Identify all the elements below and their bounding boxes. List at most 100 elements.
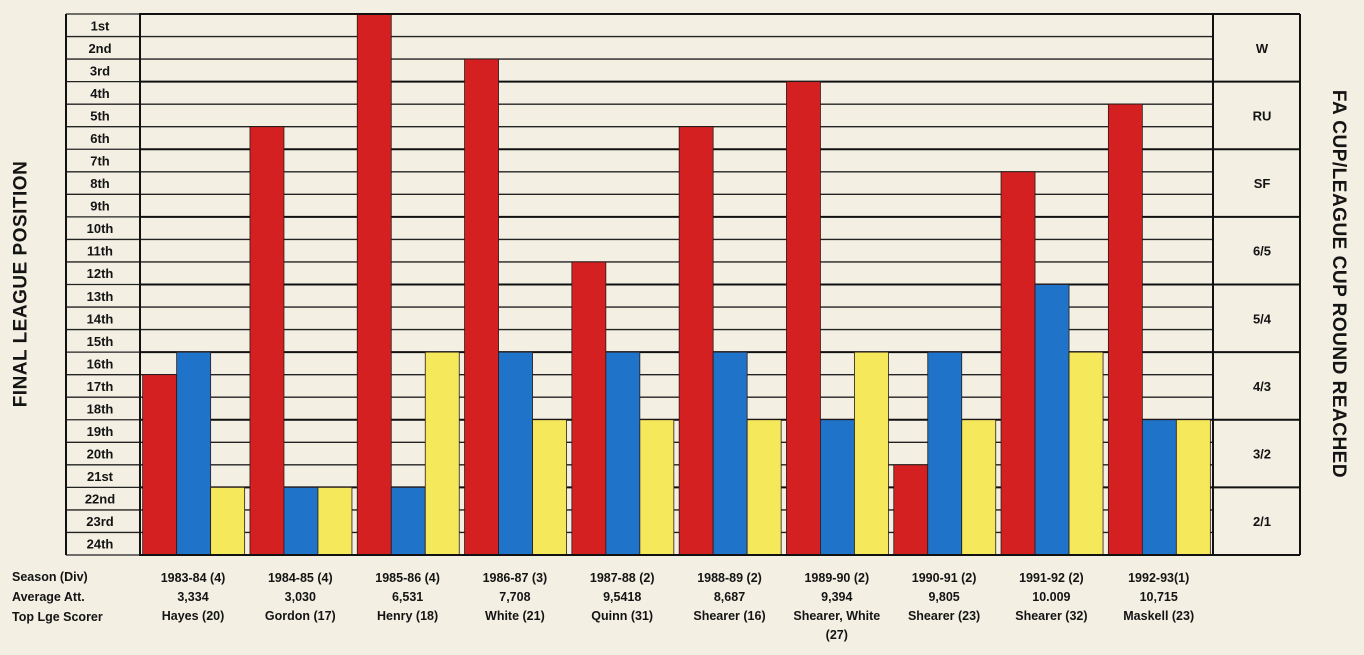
frame [65,13,1301,556]
attendance-value: 3,030 [284,590,316,604]
round-tick: 4/3 [1253,379,1271,394]
top-scorer: Maskell (23) [1123,609,1195,623]
season-column: 1991-92 (2) 10.009 Shearer (32) [998,569,1104,626]
league-position-tick: 7th [90,154,110,169]
round-tick: W [1256,41,1269,56]
attendance-value: 9,805 [928,590,960,604]
league-bar [464,58,499,556]
league-position-tick: 11th [87,244,113,259]
league-position-tick: 12th [87,266,114,281]
league-bar [1000,171,1036,556]
league_cup-bar [1068,351,1104,556]
top-scorer: Shearer (23) [907,609,981,623]
league-position-tick: 5th [90,108,110,123]
season-column: 1985-86 (4) 6,531 Henry (18) [355,569,461,626]
season-column: 1989-90 (2) 9,394 Shearer, White (27) [784,569,890,645]
league_cup-bar [746,419,782,556]
league-position-tick: 10th [87,221,114,236]
league-position-tick: 20th [87,447,114,462]
season-label: 1986-87 (3) [482,571,548,585]
league-position-tick: 21st [87,469,114,484]
league-position-tick: 23rd [86,514,114,529]
season-label: 1989-90 (2) [804,571,870,585]
attendance-row-label: Average Att. [12,590,85,604]
round-tick: 5/4 [1253,311,1272,326]
right-axis-title-text: FA CUP/LEAGUE CUP ROUND REACHED [1328,89,1349,479]
round-tick: 3/2 [1253,447,1271,462]
league_cup-bar [424,351,460,556]
left-axis-ticks: 1st 2nd 3rd 4th 5th 6th 7th 8th 9th 10th 11th 12th 1… [85,18,115,551]
season-label: 1984-85 (4) [267,571,333,585]
fa_cup-bar [390,486,426,556]
league-position-tick: 2nd [88,41,111,56]
league-position-tick: 1st [91,18,110,33]
league-position-tick: 17th [87,379,114,394]
league-position-tick: 24th [87,537,114,552]
season-label: 1992-93(1) [1128,571,1190,585]
league-position-tick: 16th [87,356,114,371]
league-position-tick: 3rd [90,63,110,78]
round-tick: RU [1253,108,1272,123]
league_cup-bar [532,419,567,556]
attendance-value: 9,5418 [603,590,642,604]
top-scorer: Hayes (20) [161,609,225,623]
season-label: 1987-88 (2) [589,571,655,585]
attendance-value: 8,687 [713,590,746,604]
league-bar [1107,103,1143,556]
fa_cup-bar [1141,419,1177,556]
top-scorer: Shearer, White [793,609,881,623]
season-column: 1987-88 (2) 9,5418 Quinn (31) [569,569,675,626]
league_cup-bar [210,486,246,556]
attendance-value: 10.009 [1032,590,1071,604]
league-position-tick: 13th [87,289,114,304]
fa_cup-bar [820,419,855,556]
right-axis-title: FA CUP/LEAGUE CUP ROUND REACHED [1318,14,1358,554]
season-label: 1991-92 (2) [1019,571,1084,585]
league_cup-bar [961,419,997,556]
league-position-tick: 14th [87,311,114,326]
league_cup-bar [1175,419,1211,556]
fa_cup-bar [176,351,212,556]
round-tick: 2/1 [1253,514,1271,529]
fa_cup-bar [498,351,533,556]
league_cup-bar [639,419,675,556]
top-scorer: Quinn (31) [591,609,654,623]
attendance-value: 7,708 [499,590,531,604]
league-bar [678,126,714,556]
season-column: 1992-93(1) 10,715 Maskell (23) [1106,569,1212,626]
league-bar [893,464,929,556]
league-bar [571,261,607,556]
fa_cup-bar [1034,284,1070,556]
top-scorer: Gordon (17) [264,609,336,623]
season-row-label: Season (Div) [12,570,88,584]
league-bar [142,374,178,556]
league-position-tick: 8th [90,176,110,191]
attendance-value: 3,334 [177,590,209,604]
season-label: 1985-86 (4) [375,571,440,585]
fa_cup-bar [712,351,748,556]
attendance-value: 9,394 [821,590,853,604]
top-scorer: Henry (18) [377,609,439,623]
season-label: 1983-84 (4) [160,571,226,585]
league-bar [786,81,821,556]
season-column: 1988-89 (2) 8,687 Shearer (16) [677,569,783,626]
league-position-tick: 15th [87,334,114,349]
left-axis-title-text: FINAL LEAGUE POSITION [10,160,32,408]
top-scorer-goals: (27) [825,628,848,642]
season-column: 1986-87 (3) 7,708 White (21) [462,569,568,626]
league-bar [356,13,392,556]
league-position-tick: 9th [90,199,110,214]
league-bar [249,126,285,556]
attendance-value: 6,531 [391,590,424,604]
right-axis-ticks: W RU SF 6/5 5/4 4/3 3/2 2/1 [1253,41,1272,529]
season-label: 1988-89 (2) [697,571,762,585]
left-axis-title: FINAL LEAGUE POSITION [6,14,36,554]
top-scorer: White (21) [485,609,545,623]
league_cup-bar [854,351,889,556]
top-scorer: Shearer (32) [1015,609,1088,623]
league-position-tick: 18th [87,401,114,416]
fa_cup-bar [927,351,963,556]
top-scorer: Shearer (16) [693,609,766,623]
league-position-tick: 19th [87,424,114,439]
